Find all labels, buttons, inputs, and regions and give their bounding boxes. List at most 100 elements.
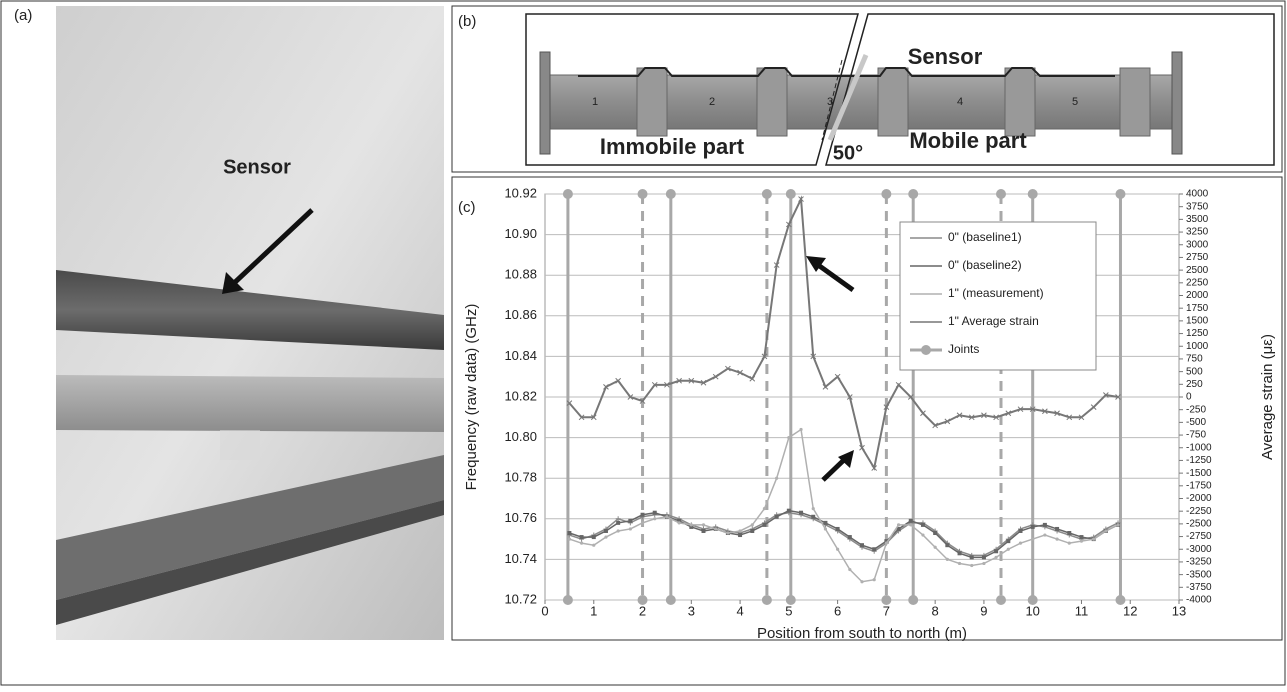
marker: [872, 547, 877, 552]
marker: [860, 543, 864, 548]
x-tick-label: 12: [1123, 603, 1137, 618]
marker: [628, 527, 632, 531]
marker: [1067, 541, 1071, 545]
marker: [627, 394, 634, 400]
segment-label: 3: [827, 96, 833, 108]
x-tick-label: 4: [736, 603, 743, 618]
marker: [579, 541, 584, 545]
marker: [701, 528, 706, 533]
marker: [700, 379, 707, 386]
marker: [834, 373, 841, 380]
marker: [603, 528, 608, 533]
y2-tick-label: -3250: [1186, 557, 1212, 568]
joint-marker: [881, 189, 892, 199]
marker: [957, 561, 962, 566]
joint-marker: [1115, 189, 1126, 199]
marker: [847, 535, 852, 540]
joint-marker: [995, 189, 1006, 199]
marker: [603, 383, 609, 390]
y2-tick-label: 750: [1186, 354, 1203, 365]
marker: [846, 394, 853, 400]
joint-marker: [761, 189, 772, 199]
y-tick-label: 10.92: [504, 185, 537, 200]
y2-tick-label: -500: [1186, 417, 1206, 428]
legend-label: 0" (baseline2): [948, 258, 1022, 272]
y2-tick-label: -2000: [1186, 493, 1212, 504]
marker: [933, 531, 938, 536]
immobile-label: Immobile part: [600, 134, 745, 159]
joint-marker: [562, 189, 573, 199]
marker: [907, 394, 914, 400]
marker: [616, 529, 620, 533]
marker: [749, 375, 756, 382]
y2-tick-label: -750: [1186, 430, 1206, 441]
y2-tick-label: 1500: [1186, 316, 1209, 327]
marker: [579, 535, 584, 540]
pipe-diagram: [525, 13, 1275, 166]
panel-label: (c): [458, 199, 476, 216]
joint-marker: [995, 595, 1006, 605]
marker: [859, 444, 865, 451]
marker: [1079, 535, 1084, 540]
panel-border: [451, 5, 1283, 173]
joint-marker: [637, 595, 648, 605]
y2-tick-label: 2500: [1186, 265, 1209, 276]
y-tick-label: 10.72: [504, 591, 537, 606]
marker: [1104, 529, 1108, 533]
marker: [677, 518, 682, 523]
y2-tick-label: 2750: [1186, 252, 1209, 263]
marker: [981, 412, 987, 419]
marker: [738, 533, 743, 538]
marker: [1018, 528, 1023, 533]
marker: [639, 398, 646, 404]
marker: [652, 510, 657, 515]
y2-tick-label: -250: [1186, 404, 1206, 415]
marker: [615, 516, 621, 522]
marker: [884, 539, 889, 544]
segment-label: 4: [957, 96, 963, 108]
arrow-head: [838, 450, 854, 468]
y2-tick-label: -3500: [1186, 569, 1212, 580]
segment-label: 5: [1072, 96, 1078, 108]
marker: [1054, 410, 1060, 417]
x-tick-label: 10: [1025, 603, 1039, 618]
marker: [567, 537, 571, 541]
marker: [787, 436, 791, 440]
y2-tick-label: -4000: [1186, 595, 1212, 606]
y-tick-label: 10.88: [504, 267, 537, 282]
marker: [957, 551, 962, 556]
joint-marker: [761, 595, 772, 605]
marker: [590, 414, 597, 421]
marker: [640, 521, 645, 525]
marker: [798, 196, 804, 202]
marker: [737, 369, 743, 376]
marker: [689, 523, 693, 527]
marker: [1079, 539, 1084, 543]
x-tick-label: 0: [541, 603, 548, 618]
marker: [883, 404, 890, 411]
marker: [933, 545, 937, 549]
joint-marker: [562, 595, 573, 605]
marker: [799, 510, 804, 515]
marker: [1078, 414, 1085, 421]
marker: [1043, 533, 1047, 537]
marker: [1006, 539, 1011, 544]
y2-tick-label: 500: [1186, 366, 1203, 377]
y2-tick-label: 4000: [1186, 189, 1209, 200]
marker: [1102, 392, 1109, 398]
x-tick-label: 5: [785, 603, 792, 618]
y-axis-label: Frequency (raw data) (GHz): [463, 304, 480, 491]
marker: [968, 414, 975, 421]
marker: [1018, 541, 1023, 545]
y2-tick-label: -1000: [1186, 442, 1212, 453]
marker: [1017, 406, 1024, 413]
marker: [896, 526, 901, 531]
y2-tick-label: -3000: [1186, 544, 1212, 555]
y2-tick-label: -1250: [1186, 455, 1212, 466]
y2-tick-label: -2750: [1186, 531, 1212, 542]
marker: [1005, 410, 1012, 417]
series-line: [569, 428, 1119, 583]
marker: [1042, 522, 1047, 527]
joint-marker: [665, 595, 676, 605]
marker: [835, 526, 840, 531]
